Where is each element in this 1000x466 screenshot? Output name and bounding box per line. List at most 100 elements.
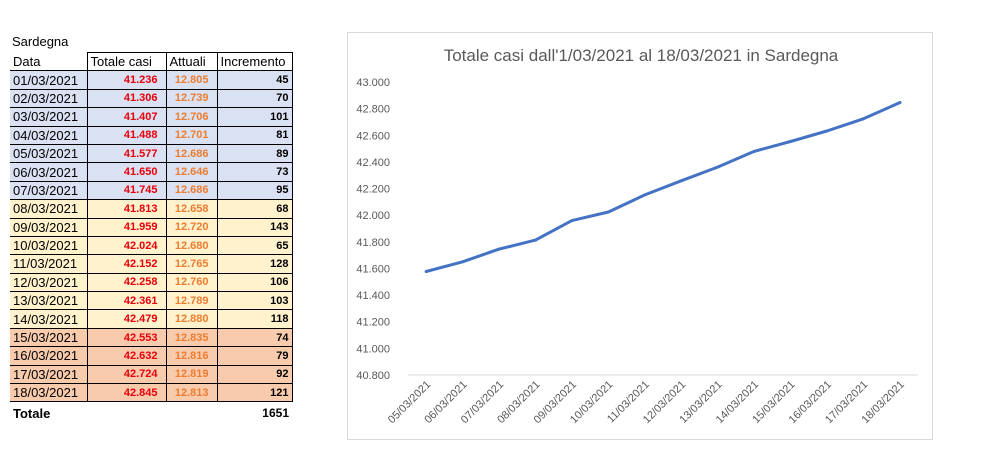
- cell-date: 11/03/2021: [10, 254, 88, 274]
- data-point: [789, 140, 792, 143]
- table-row: 18/03/2021 42.845 12.813 121: [10, 383, 293, 403]
- cell-attuali: 12.686: [165, 180, 218, 201]
- cell-incremento: 89: [216, 143, 293, 164]
- cell-attuali: 12.813: [165, 383, 218, 403]
- cell-date: 03/03/2021: [10, 107, 88, 127]
- y-tick-label: 41.200: [356, 317, 390, 329]
- cell-totale-casi: 42.361: [86, 291, 167, 311]
- cell-attuali: 12.701: [165, 125, 218, 145]
- table-row: 17/03/2021 42.724 12.819 92: [10, 364, 293, 385]
- header-attuali: Attuali: [165, 51, 218, 72]
- data-point: [679, 179, 683, 183]
- cell-date: 12/03/2021: [10, 272, 88, 293]
- cell-totale-casi: 41.407: [86, 107, 167, 127]
- y-tick-label: 42.000: [356, 210, 390, 222]
- cell-attuali: 12.835: [165, 327, 218, 348]
- table-row: 08/03/2021 41.813 12.658 68: [10, 199, 293, 219]
- cell-date: 14/03/2021: [10, 309, 88, 329]
- cell-attuali: 12.880: [165, 309, 218, 329]
- table-row: 02/03/2021 41.306 12.739 70: [10, 88, 293, 109]
- cell-date: 13/03/2021: [10, 291, 88, 311]
- data-point: [534, 238, 537, 242]
- series-line: [424, 101, 902, 273]
- cell-attuali: 12.819: [165, 364, 218, 385]
- cell-incremento: 118: [216, 309, 293, 329]
- cell-incremento: 68: [216, 199, 293, 219]
- data-point: [825, 129, 829, 133]
- cell-attuali: 12.646: [165, 162, 218, 182]
- cell-attuali: 12.680: [165, 235, 218, 256]
- data-point: [461, 260, 465, 264]
- cell-totale-casi: 42.258: [86, 272, 167, 293]
- cell-incremento: 81: [216, 125, 293, 145]
- cell-incremento: 92: [216, 364, 293, 385]
- cases-table: Data Totale casi Attuali Incremento 01/0…: [10, 51, 293, 424]
- table-row: 15/03/2021 42.553 12.835 74: [10, 327, 293, 348]
- cell-incremento: 45: [216, 70, 293, 90]
- data-point: [716, 165, 720, 169]
- cell-totale-casi: 42.553: [86, 327, 167, 348]
- cell-totale-casi: 41.745: [86, 180, 167, 201]
- region-title: Sardegna: [12, 34, 69, 49]
- cell-date: 01/03/2021: [10, 70, 88, 90]
- header-incremento: Incremento: [216, 51, 293, 72]
- total-value: 1651: [217, 401, 292, 424]
- table-row: 07/03/2021 41.745 12.686 95: [10, 180, 293, 201]
- cell-incremento: 70: [216, 88, 293, 109]
- cell-incremento: 65: [216, 235, 293, 256]
- cell-totale-casi: 41.959: [86, 217, 167, 237]
- table-row: 05/03/2021 41.577 12.686 89: [10, 143, 293, 164]
- table-body: 01/03/2021 41.236 12.805 45 02/03/2021 41.306…: [10, 70, 293, 403]
- data-point: [497, 247, 501, 251]
- data-point: [898, 101, 902, 105]
- y-tick-label: 43.000: [356, 77, 390, 89]
- y-tick-label: 42.400: [356, 157, 390, 169]
- cell-date: 04/03/2021: [10, 125, 88, 145]
- cell-totale-casi: 42.152: [86, 254, 167, 274]
- cell-incremento: 128: [216, 254, 293, 274]
- data-point: [570, 219, 574, 223]
- cell-date: 02/03/2021: [10, 88, 88, 109]
- line-chart: Totale casi dall'1/03/2021 al 18/03/2021…: [347, 32, 933, 440]
- cell-incremento: 95: [216, 180, 293, 201]
- cell-attuali: 12.805: [165, 70, 218, 90]
- cell-totale-casi: 42.845: [86, 383, 167, 403]
- y-tick-label: 42.200: [356, 184, 390, 196]
- cell-date: 09/03/2021: [10, 217, 88, 237]
- cell-attuali: 12.706: [165, 107, 218, 127]
- cell-totale-casi: 42.632: [86, 346, 167, 366]
- table-row: 16/03/2021 42.632 12.816 79: [10, 346, 293, 366]
- cell-date: 17/03/2021: [10, 364, 88, 385]
- cell-attuali: 12.765: [165, 254, 218, 274]
- cell-date: 06/03/2021: [10, 162, 88, 182]
- cell-date: 07/03/2021: [10, 180, 88, 201]
- cell-totale-casi: 41.577: [86, 143, 167, 164]
- table-row: 06/03/2021 41.650 12.646 73: [10, 162, 293, 182]
- cell-incremento: 74: [216, 327, 293, 348]
- cell-totale-casi: 42.024: [86, 235, 167, 256]
- table-row: 12/03/2021 42.258 12.760 106: [10, 272, 293, 293]
- table-row: 11/03/2021 42.152 12.765 128: [10, 254, 293, 274]
- table-row: 10/03/2021 42.024 12.680 65: [10, 235, 293, 256]
- y-tick-label: 41.800: [356, 237, 390, 249]
- y-tick-label: 40.800: [356, 370, 390, 382]
- cell-attuali: 12.760: [165, 272, 218, 293]
- cell-date: 18/03/2021: [10, 383, 88, 403]
- data-point: [424, 270, 428, 273]
- cell-totale-casi: 41.306: [86, 88, 167, 109]
- header-totale-casi: Totale casi: [86, 51, 167, 72]
- cell-incremento: 101: [216, 107, 293, 127]
- cell-date: 10/03/2021: [10, 235, 88, 256]
- cell-incremento: 143: [216, 217, 293, 237]
- y-tick-label: 42.600: [356, 130, 390, 142]
- cell-date: 08/03/2021: [10, 199, 88, 219]
- data-point: [752, 149, 756, 153]
- cell-totale-casi: 41.650: [86, 162, 167, 182]
- data-point: [606, 210, 610, 214]
- chart-canvas: Totale casi dall'1/03/2021 al 18/03/2021…: [356, 46, 918, 426]
- table-row: 09/03/2021 41.959 12.720 143: [10, 217, 293, 237]
- cell-incremento: 79: [216, 346, 293, 366]
- table-row: 13/03/2021 42.361 12.789 103: [10, 291, 293, 311]
- table-row: 14/03/2021 42.479 12.880 118: [10, 309, 293, 329]
- y-tick-label: 41.400: [356, 290, 390, 302]
